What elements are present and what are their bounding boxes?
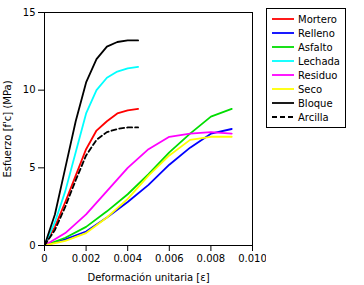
svg-text:Esfuerzo [f'c] (MPa): Esfuerzo [f'c] (MPa) bbox=[2, 80, 13, 177]
html-text:Residuo: Residuo bbox=[298, 69, 338, 81]
html-text:Mortero: Mortero bbox=[298, 13, 337, 25]
svg-text:0.002: 0.002 bbox=[72, 253, 101, 264]
svg-text:0.008: 0.008 bbox=[197, 253, 226, 264]
html-text:Asfalto: Asfalto bbox=[298, 41, 333, 53]
svg-text:0: 0 bbox=[29, 240, 35, 251]
svg-text:0.004: 0.004 bbox=[113, 253, 142, 264]
html-text:Arcilla: Arcilla bbox=[298, 111, 329, 123]
html-text:Seco: Seco bbox=[298, 83, 323, 95]
svg-text:10: 10 bbox=[23, 84, 36, 95]
svg-text:Deformación unitaria [ε]: Deformación unitaria [ε] bbox=[87, 272, 209, 283]
html-text:Bloque: Bloque bbox=[298, 97, 333, 109]
svg-text:15: 15 bbox=[23, 7, 36, 18]
svg-text:0: 0 bbox=[41, 253, 47, 264]
html-text:Relleno: Relleno bbox=[298, 27, 335, 39]
svg-text:5: 5 bbox=[29, 162, 35, 173]
html-text:Lechada: Lechada bbox=[298, 55, 340, 67]
svg-text:0.006: 0.006 bbox=[155, 253, 184, 264]
svg-text:0.010: 0.010 bbox=[238, 253, 266, 264]
